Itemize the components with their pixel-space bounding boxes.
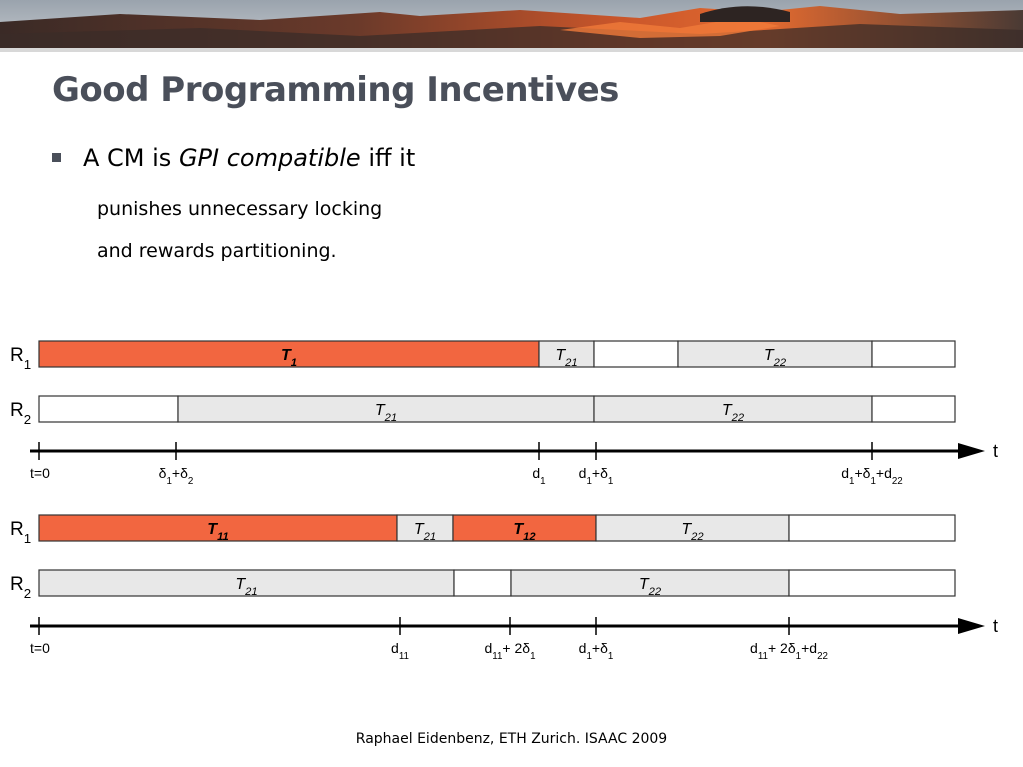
segment-task: [38, 340, 540, 368]
segment-label: T22: [639, 576, 662, 598]
sub-item-partitioning: and rewards partitioning.: [97, 240, 337, 262]
schedule-2: R1 T11 T21 T12 T22 R2 T21 T22 t t=0 d11 d11+ 2δ1 d1+…: [10, 514, 998, 662]
volcano-banner: [0, 0, 1023, 52]
tick-label: d11+ 2δ1+d22: [750, 640, 828, 662]
row-2: R2 T21 T22: [10, 395, 956, 427]
tick-label: d11+ 2δ1: [484, 640, 535, 662]
segment-task: [38, 514, 398, 542]
main-bullet: A CM is GPI compatible iff it: [52, 144, 415, 172]
segment-idle: [871, 395, 956, 423]
row-label: R1: [10, 345, 31, 372]
segment-task: [38, 569, 455, 597]
axis-label: t: [993, 616, 998, 636]
row-label: R1: [10, 519, 31, 546]
tick-label: d1+δ1+d22: [841, 465, 903, 487]
segment-task: [595, 514, 790, 542]
segment-idle: [593, 340, 679, 368]
row-label: R2: [10, 400, 31, 427]
row-label: R2: [10, 574, 31, 601]
segment-label: T22: [764, 347, 787, 369]
tick-label: δ1+δ2: [159, 465, 194, 487]
time-axis: t t=0 d11 d11+ 2δ1 d1+δ1 d11+ 2δ1+d22: [30, 616, 998, 662]
segment-label: T21: [235, 576, 257, 598]
tick-label: d1+δ1: [579, 465, 614, 487]
row-1: R1 T11 T21 T12 T22: [10, 514, 956, 546]
segment-task: [677, 340, 873, 368]
sub-item-locking: punishes unnecessary locking: [97, 198, 383, 220]
row-2: R2 T21 T22: [10, 569, 956, 601]
segment-task: [538, 340, 595, 368]
segment-idle: [788, 569, 956, 597]
tick-label: d1: [532, 465, 545, 487]
row-1: R1 T1 T21 T22: [10, 340, 956, 372]
segment-label: T21: [375, 402, 397, 424]
tick-label: t=0: [30, 465, 50, 481]
tick-label: t=0: [30, 640, 50, 656]
schedule-1: R1 T1 T21 T22 R2 T21 T22 t t=0 δ1+δ2 d1 d1+δ1 d1+δ1+…: [10, 340, 998, 487]
bullet-emphasis: GPI compatible: [178, 144, 361, 172]
bullet-suffix: iff it: [360, 144, 416, 172]
segment-task: [452, 514, 597, 542]
footer-credit: Raphael Eidenbenz, ETH Zurich. ISAAC 200…: [355, 731, 668, 747]
axis-arrow-icon: [958, 618, 985, 634]
segment-task: [396, 514, 454, 542]
square-bullet-icon: [52, 153, 61, 162]
schedule-diagram: R1 T1 T21 T22 R2 T21 T22 t t=0 δ1+δ2 d1 d1+δ1 d1+δ1+…: [10, 340, 998, 662]
axis-arrow-icon: [958, 443, 985, 459]
segment-idle: [871, 340, 956, 368]
segment-label: T22: [722, 402, 745, 424]
segment-label: T21: [414, 521, 436, 543]
segment-idle: [38, 395, 179, 423]
segment-label: T21: [555, 347, 577, 369]
segment-idle: [453, 569, 512, 597]
bullet-prefix: A CM is: [83, 144, 179, 172]
time-axis: t t=0 δ1+δ2 d1 d1+δ1 d1+δ1+d22: [30, 441, 998, 487]
slide-title: Good Programming Incentives: [52, 70, 619, 110]
axis-label: t: [993, 441, 998, 461]
segment-idle: [788, 514, 956, 542]
segment-label: T12: [513, 521, 536, 543]
tick-label: d1+δ1: [579, 640, 614, 662]
segment-label: T22: [681, 521, 704, 543]
segment-label: T1: [281, 347, 297, 369]
segment-label: T11: [207, 521, 228, 543]
segment-task: [177, 395, 595, 423]
tick-label: d11: [391, 640, 409, 662]
segment-task: [510, 569, 790, 597]
